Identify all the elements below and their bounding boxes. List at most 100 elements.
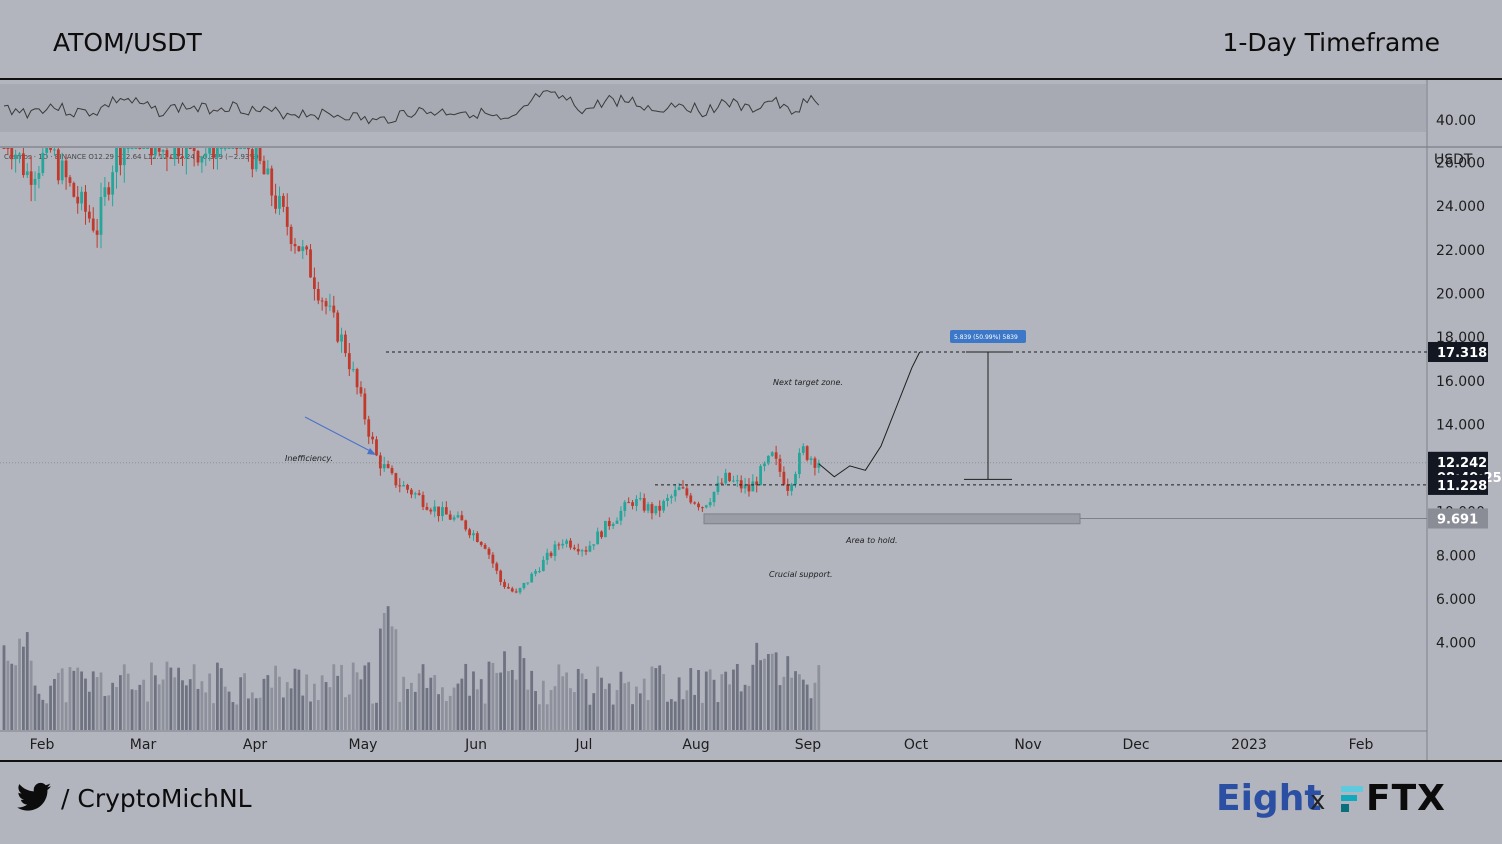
candle-body: [169, 157, 173, 159]
candle-body: [402, 484, 406, 487]
price-tick-label: 6.000: [1436, 592, 1476, 608]
volume-bar: [743, 684, 747, 730]
volume-bar: [817, 665, 821, 730]
candle-body: [770, 452, 774, 456]
volume-bar: [138, 684, 142, 730]
candle-body: [460, 515, 464, 521]
volume-bar: [619, 671, 623, 730]
volume-bar: [611, 704, 615, 730]
volume-bar: [677, 677, 681, 730]
volume-bar: [367, 662, 371, 730]
price-axis-unit: USDT: [1434, 152, 1473, 168]
volume-bar: [697, 669, 700, 730]
volume-bar: [336, 675, 340, 730]
candle-body: [165, 150, 169, 158]
candle-body: [138, 148, 142, 149]
candle-body: [413, 493, 417, 495]
volume-bar: [669, 699, 673, 730]
candle-body: [301, 246, 305, 252]
candle-body: [103, 187, 107, 198]
volume-bar: [708, 669, 712, 730]
candle-body: [510, 588, 514, 592]
candle-body: [359, 387, 363, 394]
volume-bar: [514, 679, 518, 730]
twitter-handle[interactable]: / CryptoMichNL: [61, 784, 252, 813]
volume-bar: [192, 664, 196, 730]
price-tick-label: 16.000: [1436, 374, 1485, 390]
indicator-band: [0, 84, 1426, 132]
candle-body: [487, 548, 491, 555]
candle-body: [344, 334, 347, 354]
volume-bar: [320, 675, 324, 730]
candle-body: [6, 148, 10, 149]
candle-body: [483, 544, 487, 549]
candle-body: [157, 148, 161, 152]
volume-bar: [84, 678, 87, 730]
candle-body: [126, 148, 130, 149]
candle-body: [553, 544, 557, 557]
volume-bar: [332, 664, 336, 730]
volume-bar: [642, 678, 646, 730]
volume-bar: [553, 686, 557, 730]
candle-body: [743, 484, 747, 489]
volume-bar: [25, 632, 29, 730]
volume-bar: [561, 676, 565, 730]
volume-bar: [809, 698, 813, 730]
candle-body: [305, 246, 309, 250]
volume-bar: [188, 679, 192, 730]
candles: [2, 148, 821, 595]
inefficiency-annotation: Inefficiency.: [285, 454, 333, 463]
candle-body: [464, 520, 468, 530]
candle-body: [386, 464, 390, 468]
candle-body: [80, 191, 83, 204]
candle-body: [200, 156, 204, 163]
candle-body: [406, 484, 409, 490]
twitter-icon[interactable]: [17, 782, 51, 812]
candle-body: [712, 491, 716, 503]
measure-tool[interactable]: 5.839 (50.99%) 5839: [950, 329, 1026, 480]
candle-body: [10, 148, 14, 160]
candle-body: [669, 496, 673, 499]
volume-bar: [681, 699, 685, 730]
volume-bar: [382, 613, 386, 730]
candle-body: [72, 182, 76, 197]
candle-body: [572, 547, 576, 550]
ftx-logo-icon: [1341, 786, 1363, 812]
volume-bar: [569, 688, 572, 730]
volume-bar: [604, 688, 607, 730]
candle-body: [316, 288, 320, 301]
volume-bar: [250, 692, 254, 730]
volume-bar: [130, 689, 134, 730]
candle-body: [596, 531, 600, 545]
volume-bar: [720, 674, 724, 730]
candle-body: [619, 510, 623, 521]
volume-bar: [538, 704, 541, 730]
volume-bar: [301, 695, 305, 730]
volume-bar: [258, 697, 262, 730]
volume-bar: [549, 690, 553, 730]
volume-bar: [483, 703, 487, 730]
candle-body: [281, 195, 285, 207]
volume-bar: [522, 658, 526, 730]
volume-bar: [631, 704, 634, 730]
candle-body: [227, 148, 231, 149]
price-chart[interactable]: 40.00 USDT Cosmos · 1D · BINANCE O12.29 …: [0, 80, 1502, 761]
volume-bar: [759, 660, 762, 730]
volume-bar: [146, 701, 149, 730]
candle-body: [340, 334, 343, 342]
candle-body: [270, 168, 274, 196]
candle-body: [262, 160, 266, 175]
volume-bar: [801, 679, 805, 730]
candle-body: [115, 148, 118, 173]
candle-body: [561, 543, 565, 546]
candle-body: [378, 455, 382, 469]
volume-bar: [60, 668, 64, 730]
candle-body: [747, 484, 751, 492]
price-tag: [1428, 508, 1488, 529]
volume-bar: [204, 692, 208, 730]
volume-bar: [169, 667, 173, 730]
volume-bar: [278, 676, 281, 730]
volume-bar: [239, 677, 243, 730]
candle-body: [778, 458, 782, 472]
